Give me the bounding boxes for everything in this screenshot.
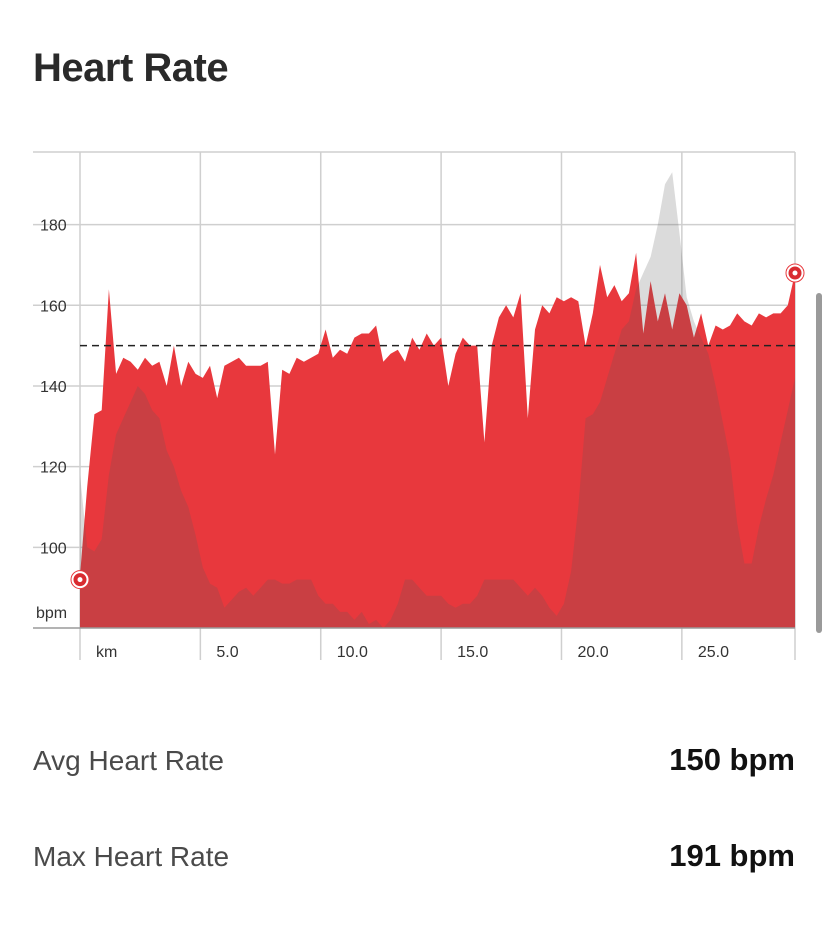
y-tick-label: 160 — [40, 298, 67, 315]
max-heart-rate-value: 191 bpm — [669, 838, 795, 873]
y-tick-label: 140 — [40, 379, 67, 396]
x-tick-label: 20.0 — [577, 644, 608, 661]
avg-heart-rate-label: Avg Heart Rate — [33, 745, 224, 776]
y-tick-label: 120 — [40, 460, 67, 477]
elevation-area — [80, 172, 795, 628]
endpoint-marker-center — [792, 270, 798, 276]
y-tick-label: 100 — [40, 540, 67, 557]
heart-rate-area — [80, 252, 795, 629]
x-tick-label: 5.0 — [216, 644, 238, 661]
heart-rate-chart: 100 120 140 160 180 bpm km 5.0 10.0 15.0 20.0 25.0 — [33, 151, 805, 661]
y-tick-label: 180 — [40, 218, 67, 235]
y-axis-label: bpm — [36, 605, 67, 622]
x-tick-label: 15.0 — [457, 644, 488, 661]
avg-heart-rate-value: 150 bpm — [669, 742, 795, 777]
scrollbar[interactable] — [816, 293, 822, 633]
x-tick-label: 25.0 — [698, 644, 729, 661]
endpoint-marker-center — [77, 577, 83, 583]
x-tick-label: 10.0 — [337, 644, 368, 661]
x-axis-label: km — [96, 644, 117, 661]
max-heart-rate-label: Max Heart Rate — [33, 841, 230, 872]
page-title: Heart Rate — [33, 46, 229, 90]
max-heart-rate-row: Max Heart Rate 191 bpm — [33, 838, 795, 874]
avg-heart-rate-row: Avg Heart Rate 150 bpm — [33, 742, 795, 778]
